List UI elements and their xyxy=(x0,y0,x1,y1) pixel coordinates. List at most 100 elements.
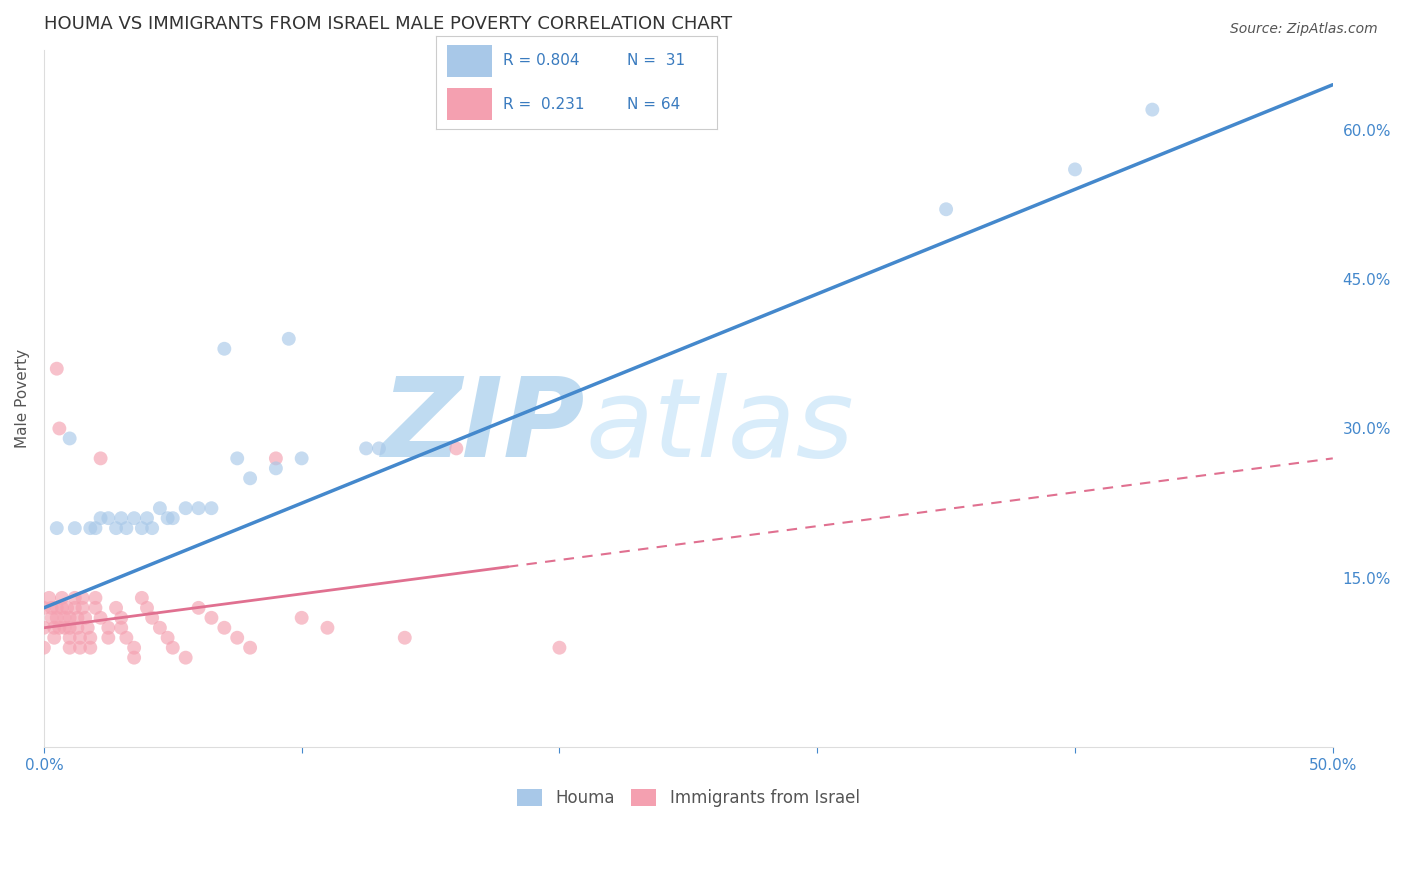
Text: N = 64: N = 64 xyxy=(627,96,681,112)
Point xyxy=(277,332,299,346)
Point xyxy=(105,521,128,535)
Point xyxy=(84,521,107,535)
Point xyxy=(122,511,145,525)
Point xyxy=(72,600,94,615)
Point xyxy=(53,611,76,625)
Point xyxy=(394,631,416,645)
Point xyxy=(214,342,236,356)
Point xyxy=(136,600,159,615)
Point xyxy=(72,591,94,605)
Point xyxy=(187,600,209,615)
Point xyxy=(63,521,86,535)
Point xyxy=(187,501,209,516)
Point xyxy=(136,511,159,525)
Point xyxy=(110,511,132,525)
Point xyxy=(935,202,957,217)
Point xyxy=(200,611,222,625)
Point xyxy=(162,511,184,525)
Point xyxy=(97,621,120,635)
Point xyxy=(548,640,571,655)
Text: Source: ZipAtlas.com: Source: ZipAtlas.com xyxy=(1230,22,1378,37)
Text: HOUMA VS IMMIGRANTS FROM ISRAEL MALE POVERTY CORRELATION CHART: HOUMA VS IMMIGRANTS FROM ISRAEL MALE POV… xyxy=(44,15,733,33)
Point xyxy=(63,591,86,605)
Point xyxy=(162,640,184,655)
Point xyxy=(149,621,172,635)
Point xyxy=(84,591,107,605)
Point xyxy=(45,600,67,615)
Y-axis label: Male Poverty: Male Poverty xyxy=(15,349,30,448)
Point xyxy=(69,640,91,655)
Point xyxy=(264,451,287,466)
Point xyxy=(156,511,179,525)
Point xyxy=(48,421,70,435)
Text: N =  31: N = 31 xyxy=(627,54,685,69)
Point xyxy=(75,611,97,625)
Point xyxy=(316,621,339,635)
Point xyxy=(69,631,91,645)
Bar xyxy=(447,45,492,77)
Point xyxy=(214,621,236,635)
Point xyxy=(131,591,153,605)
Point xyxy=(110,611,132,625)
Point xyxy=(56,600,79,615)
Point xyxy=(131,521,153,535)
Point xyxy=(53,621,76,635)
Point xyxy=(76,621,98,635)
Point xyxy=(59,621,82,635)
Point xyxy=(115,521,138,535)
Point xyxy=(32,621,55,635)
Point xyxy=(1064,162,1087,177)
Legend: Houma, Immigrants from Israel: Houma, Immigrants from Israel xyxy=(509,780,868,815)
Point xyxy=(41,611,63,625)
Point xyxy=(45,611,67,625)
Point xyxy=(63,600,86,615)
Point xyxy=(97,631,120,645)
Point xyxy=(79,631,101,645)
Point xyxy=(354,442,377,456)
Point xyxy=(90,451,112,466)
Point xyxy=(122,640,145,655)
Point xyxy=(264,461,287,475)
Point xyxy=(44,621,66,635)
Point xyxy=(105,600,128,615)
Point xyxy=(174,501,197,516)
Point xyxy=(32,600,55,615)
Bar xyxy=(447,88,492,120)
Text: R = 0.804: R = 0.804 xyxy=(503,54,579,69)
Text: atlas: atlas xyxy=(585,373,853,480)
Point xyxy=(66,621,89,635)
Point xyxy=(291,451,314,466)
Point xyxy=(1142,103,1164,117)
Point xyxy=(45,361,67,376)
Point xyxy=(141,521,163,535)
Point xyxy=(115,631,138,645)
Point xyxy=(84,600,107,615)
Point xyxy=(48,621,70,635)
Point xyxy=(200,501,222,516)
Point xyxy=(66,611,89,625)
Text: R =  0.231: R = 0.231 xyxy=(503,96,585,112)
Point xyxy=(32,640,55,655)
Point xyxy=(41,600,63,615)
Point xyxy=(51,600,73,615)
Point xyxy=(90,611,112,625)
Point xyxy=(291,611,314,625)
Point xyxy=(44,631,66,645)
Point xyxy=(174,650,197,665)
Point xyxy=(59,640,82,655)
Point xyxy=(59,631,82,645)
Point xyxy=(110,621,132,635)
Point xyxy=(51,591,73,605)
Point xyxy=(90,511,112,525)
Point xyxy=(226,451,249,466)
Point xyxy=(59,432,82,446)
Point xyxy=(446,442,468,456)
Point xyxy=(45,521,67,535)
Point xyxy=(122,650,145,665)
Point xyxy=(141,611,163,625)
Point xyxy=(79,521,101,535)
Point xyxy=(156,631,179,645)
Point xyxy=(149,501,172,516)
Point xyxy=(239,640,262,655)
Point xyxy=(226,631,249,645)
